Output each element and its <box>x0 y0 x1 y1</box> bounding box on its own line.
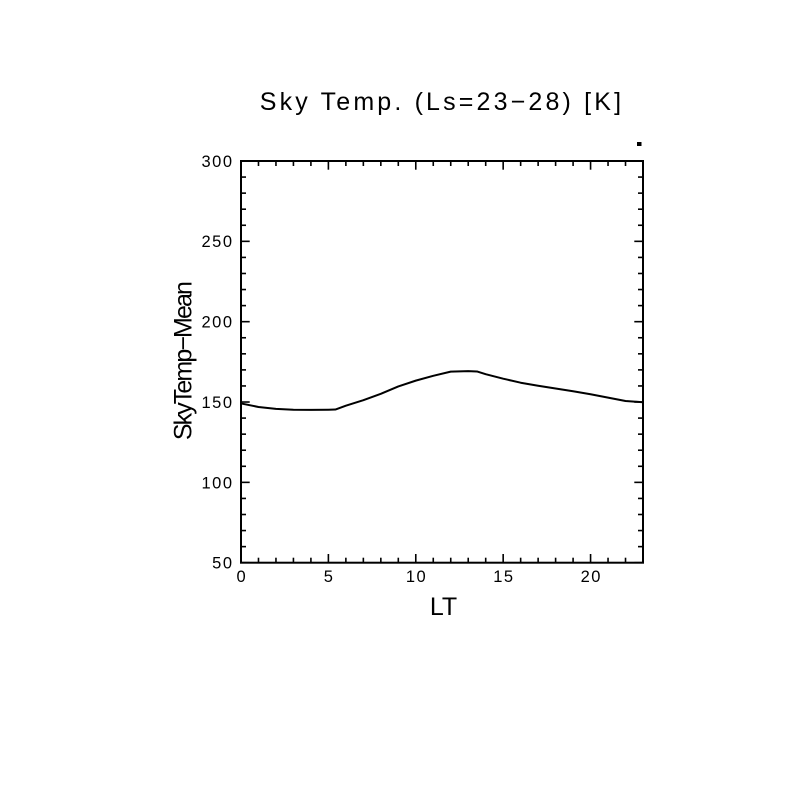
svg-text:0: 0 <box>236 568 247 586</box>
svg-text:SkyTemp−Mean: SkyTemp−Mean <box>170 282 198 440</box>
svg-text:5: 5 <box>324 568 335 586</box>
svg-text:Sky Temp. (Ls=23−28) [K]: Sky Temp. (Ls=23−28) [K] <box>260 88 624 116</box>
svg-text:50: 50 <box>212 555 233 573</box>
svg-text:250: 250 <box>201 233 233 251</box>
svg-text:10: 10 <box>406 568 427 586</box>
svg-text:150: 150 <box>201 394 233 412</box>
svg-text:100: 100 <box>201 474 233 492</box>
svg-text:LT: LT <box>430 593 457 621</box>
svg-text:20: 20 <box>581 568 602 586</box>
svg-text:200: 200 <box>201 314 233 332</box>
svg-text:300: 300 <box>201 153 233 171</box>
svg-text:15: 15 <box>493 568 514 586</box>
